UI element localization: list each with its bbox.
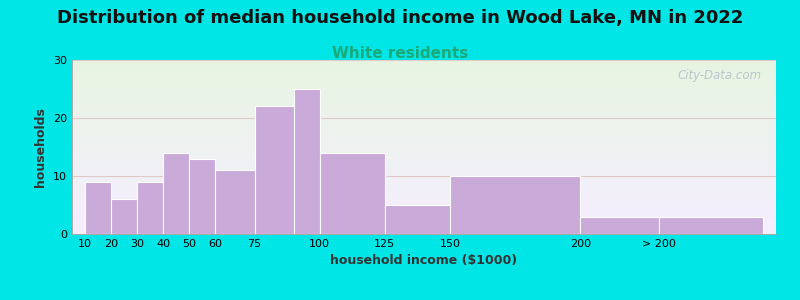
Text: City-Data.com: City-Data.com (678, 69, 762, 82)
Bar (85, 182, 111, 234)
Bar (163, 153, 190, 234)
Bar (190, 159, 215, 234)
X-axis label: household income ($1000): household income ($1000) (330, 254, 518, 267)
Bar (320, 153, 385, 234)
Text: Distribution of median household income in Wood Lake, MN in 2022: Distribution of median household income … (57, 9, 743, 27)
Bar (385, 205, 450, 234)
Bar (294, 89, 320, 234)
Y-axis label: households: households (34, 107, 47, 187)
Bar (581, 217, 658, 234)
Bar (450, 176, 581, 234)
Bar (254, 106, 294, 234)
Text: White residents: White residents (332, 46, 468, 62)
Bar (111, 199, 137, 234)
Bar (137, 182, 163, 234)
Bar (215, 170, 254, 234)
Bar (658, 217, 763, 234)
